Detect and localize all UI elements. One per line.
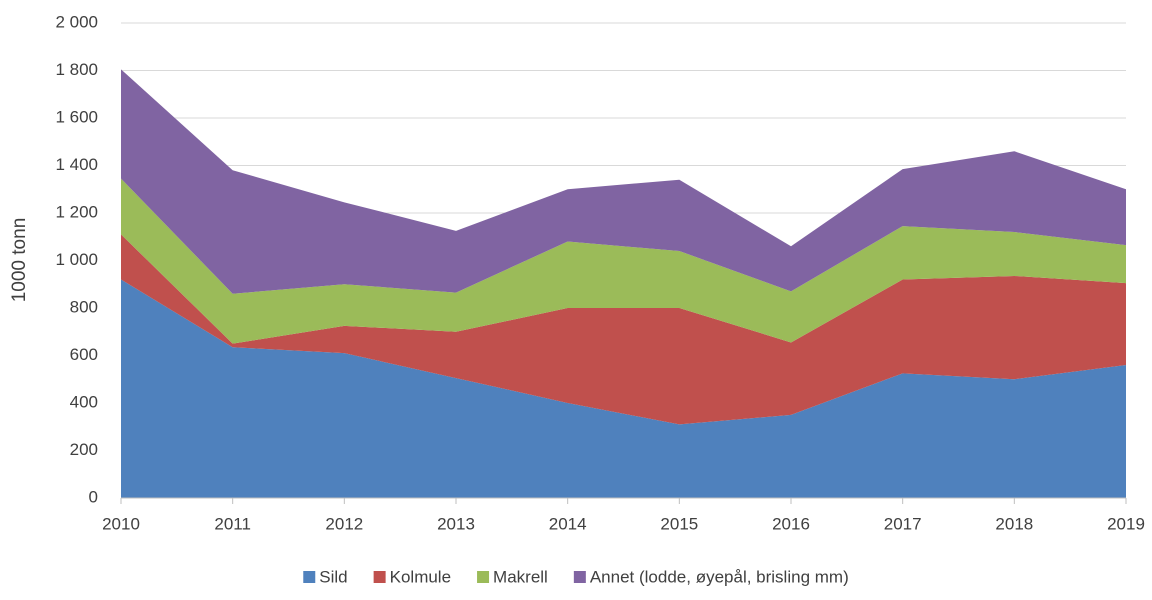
- legend-label: Kolmule: [390, 567, 451, 586]
- area: [121, 279, 1126, 498]
- y-tick-label: 0: [89, 487, 98, 506]
- legend: Sild Kolmule Makrell Annet (lodde, øyepål, …: [303, 567, 849, 586]
- x-tick-label: 2016: [772, 514, 810, 533]
- legend-swatch: [303, 571, 316, 583]
- legend-label: Annet (lodde, øyepål, brisling mm): [590, 567, 849, 586]
- legend-swatch: [373, 571, 386, 583]
- x-tick-label: 2017: [884, 514, 922, 533]
- area: [121, 234, 1126, 425]
- y-tick-label: 400: [70, 392, 98, 411]
- y-tick-label: 1 600: [55, 107, 98, 126]
- x-tick-label: 2010: [102, 514, 140, 533]
- x-tick-label: 2015: [660, 514, 698, 533]
- y-tick-label: 1 000: [55, 250, 98, 269]
- y-tick-label: 1 200: [55, 202, 98, 221]
- y-tick-label: 1 800: [55, 60, 98, 79]
- legend-swatch: [477, 571, 490, 583]
- x-tick-label: 2014: [549, 514, 587, 533]
- y-tick-label: 1 400: [55, 155, 98, 174]
- legend-label: Makrell: [493, 567, 548, 586]
- x-tick-label: 2013: [437, 514, 475, 533]
- y-tick-label: 2 000: [55, 12, 98, 31]
- area: [121, 178, 1126, 344]
- legend-label: Sild: [319, 567, 347, 586]
- y-tick-label: 600: [70, 345, 98, 364]
- x-tick-label: 2018: [995, 514, 1033, 533]
- y-axis-label: 1000 tonn: [9, 218, 30, 303]
- area: [121, 69, 1126, 294]
- legend-swatch: [573, 571, 586, 583]
- y-tick-label: 200: [70, 440, 98, 459]
- x-tick-label: 2019: [1107, 514, 1145, 533]
- y-tick-label: 800: [70, 297, 98, 316]
- x-tick-label: 2012: [325, 514, 363, 533]
- x-tick-label: 2011: [214, 514, 251, 533]
